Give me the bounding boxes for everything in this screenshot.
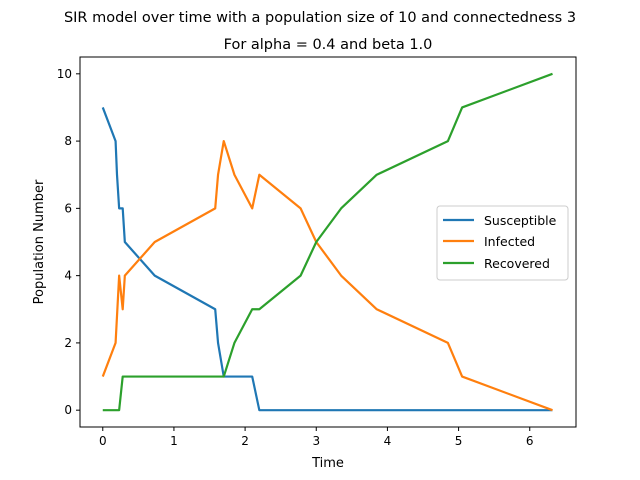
plot-frame bbox=[79, 56, 577, 428]
x-tick-label: 3 bbox=[312, 434, 320, 448]
y-tick-label: 0 bbox=[64, 403, 72, 417]
x-tick-label: 1 bbox=[170, 434, 178, 448]
y-tick-label: 6 bbox=[64, 201, 72, 215]
x-tick-label: 6 bbox=[526, 434, 534, 448]
series-layer bbox=[101, 72, 553, 412]
y-tick-label: 10 bbox=[57, 67, 72, 81]
x-tick-label: 5 bbox=[455, 434, 463, 448]
x-tick-label: 4 bbox=[384, 434, 392, 448]
y-tick-label: 4 bbox=[64, 269, 72, 283]
chart-title: SIR model over time with a population si… bbox=[64, 10, 576, 26]
series-line-infected bbox=[101, 139, 553, 412]
x-axis: 0 1 2 3 4 5 6 bbox=[99, 427, 534, 448]
series-line-susceptible bbox=[101, 107, 553, 412]
y-tick-label: 2 bbox=[64, 336, 72, 350]
x-axis-label: Time bbox=[311, 456, 344, 471]
y-axis: 0 2 4 6 8 10 bbox=[57, 67, 80, 417]
legend-label-susceptible: Susceptible bbox=[484, 213, 557, 228]
legend-label-recovered: Recovered bbox=[484, 256, 550, 271]
x-tick-label: 0 bbox=[99, 434, 107, 448]
legend-box bbox=[436, 205, 569, 281]
y-tick-label: 8 bbox=[64, 134, 72, 148]
legend-label-infected: Infected bbox=[484, 234, 535, 249]
y-axis-label: Population Number bbox=[32, 179, 47, 304]
legend: Susceptible Infected Recovered bbox=[436, 205, 569, 281]
chart-subtitle: For alpha = 0.4 and beta 1.0 bbox=[224, 37, 433, 53]
x-tick-label: 2 bbox=[241, 434, 249, 448]
series-line-recovered bbox=[102, 72, 553, 412]
